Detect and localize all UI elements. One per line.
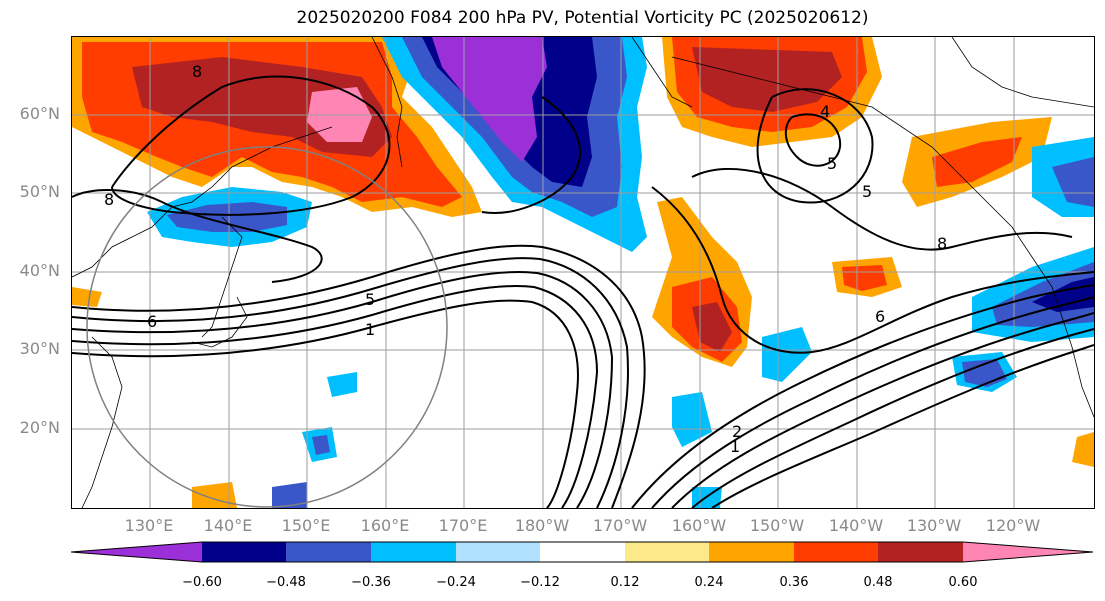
colorbar-swatch bbox=[709, 542, 794, 562]
lat-label: 30°N bbox=[19, 339, 60, 358]
lon-label: 160°W bbox=[671, 516, 727, 535]
contour-label: 8 bbox=[104, 190, 114, 209]
lon-label: 130°W bbox=[906, 516, 962, 535]
lon-label: 170°E bbox=[438, 516, 488, 535]
contour-label: 1 bbox=[365, 320, 375, 339]
contour-label: 5 bbox=[827, 154, 837, 173]
colorbar-tick: −0.12 bbox=[520, 575, 560, 590]
colorbar-swatch bbox=[456, 542, 540, 562]
lon-label: 140°E bbox=[203, 516, 253, 535]
colorbar-swatch bbox=[202, 542, 286, 562]
colorbar-swatch bbox=[540, 542, 625, 562]
lon-label: 180°W bbox=[514, 516, 570, 535]
lon-label: 120°W bbox=[985, 516, 1041, 535]
pv-anomaly-shading bbox=[72, 37, 1094, 508]
colorbar-tick: 0.48 bbox=[863, 575, 893, 590]
lat-label: 60°N bbox=[19, 104, 60, 123]
range-circle bbox=[86, 146, 448, 508]
colorbar bbox=[71, 541, 1094, 563]
colorbar-tick: 0.12 bbox=[610, 575, 640, 590]
colorbar-outline bbox=[71, 541, 1094, 563]
colorbar-tick: 0.60 bbox=[948, 575, 978, 590]
colorbar-swatch bbox=[71, 542, 202, 562]
lon-label: 170°W bbox=[592, 516, 648, 535]
lat-label: 40°N bbox=[19, 261, 60, 280]
contour-label: 5 bbox=[365, 290, 375, 309]
lon-label: 150°W bbox=[749, 516, 805, 535]
colorbar-swatch bbox=[794, 542, 878, 562]
colorbar-swatch bbox=[286, 542, 371, 562]
contour-label: 4 bbox=[820, 102, 830, 121]
contour-label: 6 bbox=[875, 307, 885, 326]
map-plot-area: 8 8 4 5 5 6 8 5 1 6 1 2 bbox=[71, 36, 1095, 509]
contour-label: 5 bbox=[862, 182, 872, 201]
pv-contours bbox=[72, 75, 1094, 508]
map-title: 2025020200 F084 200 hPa PV, Potential Vo… bbox=[296, 8, 869, 28]
contour-label: 2 bbox=[732, 422, 742, 441]
contour-label: 6 bbox=[147, 312, 157, 331]
colorbar-tick: −0.48 bbox=[266, 575, 306, 590]
lon-label: 130°E bbox=[124, 516, 174, 535]
lat-label: 20°N bbox=[19, 418, 60, 437]
colorbar-swatch bbox=[371, 542, 456, 562]
lon-label: 150°E bbox=[281, 516, 331, 535]
colorbar-tick: −0.36 bbox=[351, 575, 391, 590]
colorbar-tick: 0.24 bbox=[694, 575, 724, 590]
colorbar-tick: 0.36 bbox=[779, 575, 809, 590]
colorbar-swatch bbox=[878, 542, 963, 562]
colorbar-swatch bbox=[625, 542, 709, 562]
contour-label: 8 bbox=[192, 62, 202, 81]
colorbar-swatch bbox=[963, 542, 1093, 562]
lon-label: 160°E bbox=[360, 516, 410, 535]
colorbar-tick: −0.24 bbox=[436, 575, 476, 590]
lon-label: 140°W bbox=[828, 516, 884, 535]
lat-label: 50°N bbox=[19, 182, 60, 201]
contour-label: 1 bbox=[730, 437, 740, 456]
colorbar-tick: −0.60 bbox=[182, 575, 222, 590]
contour-label: 8 bbox=[937, 234, 947, 253]
